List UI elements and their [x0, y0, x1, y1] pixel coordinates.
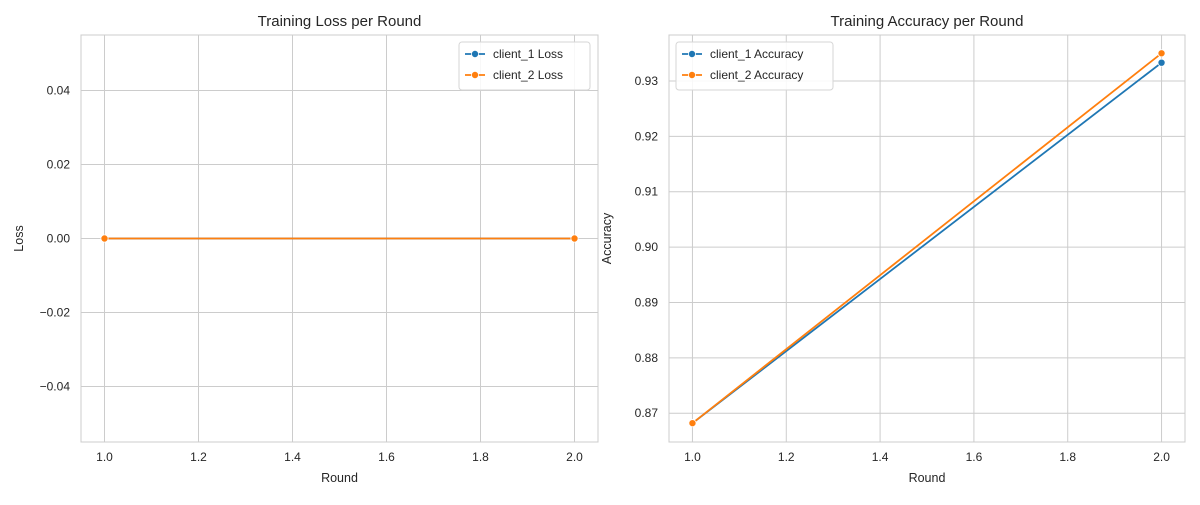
legend-marker: [688, 50, 697, 59]
y-tick-label: 0.02: [47, 158, 71, 172]
legend-marker: [688, 71, 697, 80]
x-tick-label: 1.4: [872, 450, 889, 464]
chart-title: Training Accuracy per Round: [831, 13, 1024, 30]
y-axis-label: Loss: [12, 225, 26, 251]
y-tick-label: 0.93: [635, 74, 659, 88]
legend-box: [458, 41, 591, 91]
legend-entry-label: client_2 Accuracy: [710, 68, 803, 82]
x-tick-label: 1.2: [190, 450, 207, 464]
y-axis-label: Accuracy: [600, 212, 614, 264]
x-tick-label: 2.0: [1153, 450, 1170, 464]
x-tick-label: 1.8: [1059, 450, 1076, 464]
chart-title: Training Loss per Round: [258, 13, 422, 30]
data-point: [100, 234, 109, 243]
x-tick-label: 1.6: [378, 450, 395, 464]
chart-panel-1: 1.0 1.2 1.4 1.6 1.8 2.0 −0.04 −0.02 0.00 0.02 0.04…: [12, 13, 599, 485]
data-point: [688, 419, 697, 428]
plot-frame: [80, 34, 599, 443]
x-axis-label: Round: [909, 471, 946, 485]
legend-entry-label: client_1 Loss: [493, 47, 563, 61]
legend-marker: [470, 50, 479, 59]
plot-frame: [668, 34, 1186, 443]
data-point: [1157, 58, 1166, 67]
y-tick-label: −0.04: [40, 380, 71, 394]
y-tick-label: 0.00: [47, 232, 71, 246]
y-tick-label: 0.87: [635, 406, 659, 420]
y-tick-label: 0.89: [635, 295, 659, 309]
data-point: [1157, 49, 1166, 58]
y-tick-label: 0.90: [635, 240, 659, 254]
series-2: [100, 234, 579, 243]
series-line: [691, 52, 1163, 424]
legend: client_1 Loss client_2 Loss: [458, 41, 591, 91]
y-tick-label: −0.02: [40, 306, 71, 320]
x-tick-label: 2.0: [566, 450, 583, 464]
legend: client_1 Accuracy client_2 Accuracy: [675, 41, 834, 91]
legend-entry-label: client_1 Accuracy: [710, 47, 803, 61]
data-point: [570, 234, 579, 243]
chart-panel-2: 1.0 1.2 1.4 1.6 1.8 2.0 0.87 0.88 0.89 0.90 0.91 0.…: [600, 13, 1186, 485]
y-tick-label: 0.04: [47, 84, 71, 98]
x-tick-label: 1.8: [472, 450, 489, 464]
legend-entry-label: client_2 Loss: [493, 68, 563, 82]
series-2: [688, 49, 1166, 428]
y-tick-label: 0.88: [635, 351, 659, 365]
y-tick-label: 0.91: [635, 185, 659, 199]
x-tick-label: 1.0: [96, 450, 113, 464]
series-line: [691, 61, 1163, 424]
x-axis-label: Round: [321, 471, 358, 485]
x-tick-label: 1.6: [966, 450, 983, 464]
legend-box: [675, 41, 834, 91]
legend-marker: [470, 71, 479, 80]
x-tick-label: 1.4: [284, 450, 301, 464]
y-tick-label: 0.92: [635, 129, 659, 143]
x-tick-label: 1.2: [778, 450, 795, 464]
x-tick-label: 1.0: [684, 450, 701, 464]
